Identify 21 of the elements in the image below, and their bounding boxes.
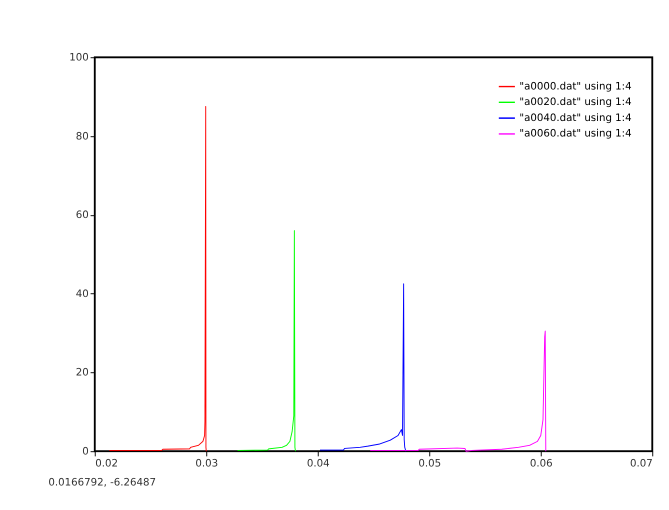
y-tick-label: 80 <box>76 131 89 142</box>
x-tick-label: 0.06 <box>530 458 553 470</box>
legend-label: "a0000.dat" using 1:4 <box>519 81 632 92</box>
x-tick-label: 0.04 <box>306 458 330 470</box>
line-series <box>370 330 546 452</box>
y-tick-label: 0 <box>82 446 89 458</box>
legend-label: "a0020.dat" using 1:4 <box>519 97 632 108</box>
x-tick-label: 0.03 <box>195 458 218 470</box>
legend-label: "a0040.dat" using 1:4 <box>519 112 632 124</box>
x-tick-label: 0.02 <box>95 458 118 470</box>
line-series <box>320 283 406 452</box>
y-tick-label: 100 <box>69 52 89 64</box>
x-tick-label: 0.05 <box>418 458 442 470</box>
x-tick-label: 0.07 <box>630 458 653 470</box>
y-tick-label: 40 <box>76 288 89 300</box>
text: 0.0166792, -6.26487 <box>48 478 156 489</box>
line-series <box>108 106 207 452</box>
y-tick-label: 60 <box>76 210 89 222</box>
legend-label: "a0060.dat" using 1:4 <box>519 128 632 140</box>
line-series <box>237 230 296 452</box>
y-tick-label: 20 <box>76 368 89 379</box>
